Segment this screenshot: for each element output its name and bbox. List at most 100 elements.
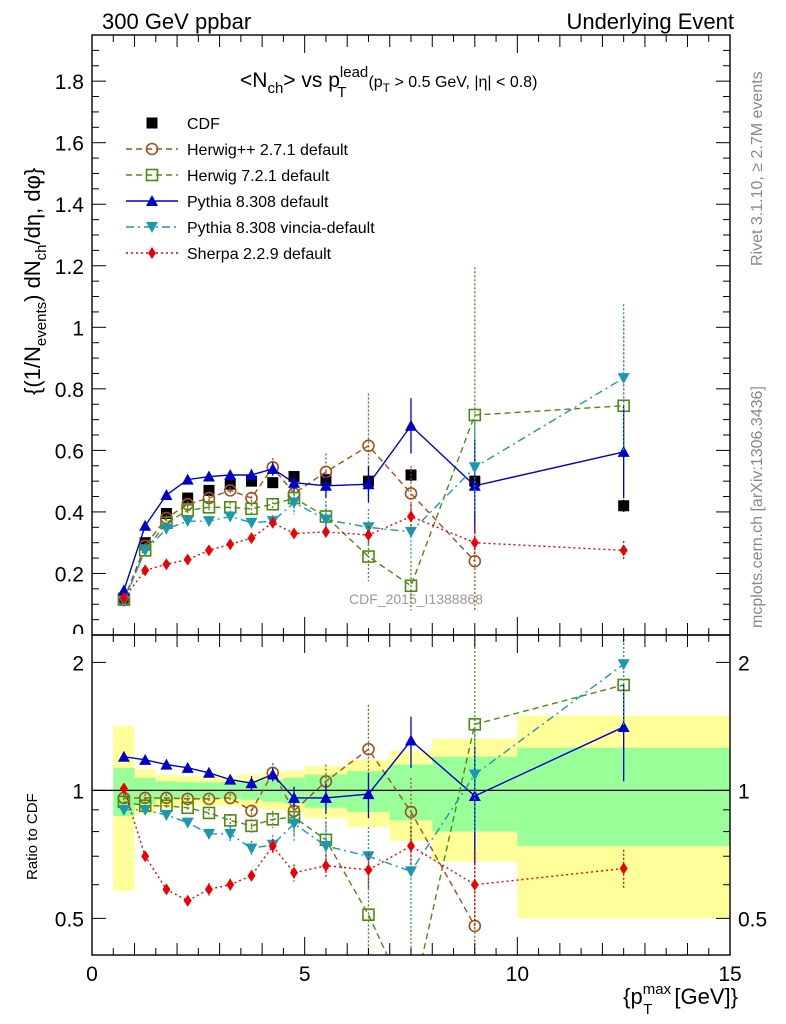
mcplots-info: mcplots.cern.ch [arXiv:1306.3436] bbox=[749, 386, 766, 628]
ratio-point bbox=[266, 768, 279, 780]
ratio-point bbox=[181, 761, 194, 773]
series-line bbox=[123, 424, 624, 591]
legend-label: Sherpa 2.2.9 default bbox=[187, 246, 332, 263]
ratio-point bbox=[288, 791, 301, 803]
data-point bbox=[202, 516, 215, 528]
data-point bbox=[245, 502, 258, 516]
series-sherpa-2-2-9-default bbox=[119, 504, 628, 605]
data-point bbox=[245, 469, 258, 480]
data-point bbox=[321, 525, 330, 538]
data-point bbox=[160, 507, 172, 519]
data-point bbox=[203, 484, 215, 496]
data-point bbox=[202, 491, 216, 505]
ratio-point bbox=[405, 734, 417, 746]
data-point bbox=[362, 550, 375, 563]
data-point bbox=[470, 536, 479, 549]
ratio-point bbox=[407, 839, 415, 852]
ratio-point bbox=[617, 659, 630, 671]
x-tick-label: 10 bbox=[506, 963, 529, 986]
data-point bbox=[247, 532, 256, 545]
data-point bbox=[139, 545, 152, 557]
ratio-series-line bbox=[123, 684, 624, 955]
ratio-point bbox=[202, 806, 216, 820]
x-axis-label: {pmax T [GeV]} bbox=[623, 981, 738, 1018]
data-point bbox=[468, 408, 482, 422]
data-point bbox=[619, 544, 628, 557]
series-herwig-7-2-1-default bbox=[117, 267, 630, 611]
plot-title: <Nch> vs plead T(pT > 0.5 GeV, |η| < 0.8) bbox=[240, 64, 537, 101]
data-point bbox=[266, 497, 280, 511]
legend: CDF Herwig++ 2.7.1 default Herwig 7.2.1 de… bbox=[126, 116, 375, 263]
legend-label: Herwig 7.2.1 default bbox=[187, 168, 330, 185]
ratio-point bbox=[202, 792, 216, 806]
ratio-point bbox=[183, 894, 192, 907]
legend-entry: CDF bbox=[146, 116, 220, 133]
data-point bbox=[405, 526, 417, 538]
ratio-point bbox=[617, 720, 630, 732]
axes-frames: 0.2 0.4 0.6 0.8 1 1.2 1.4 1.6 1.8 0 0 5 10 15 0.5 0.5 1 1… bbox=[55, 34, 767, 986]
series-line bbox=[123, 515, 624, 599]
y-tick-label: 0.6 bbox=[55, 440, 84, 463]
x-tick-label: 0 bbox=[86, 963, 98, 986]
legend-label: Pythia 8.308 default bbox=[187, 194, 329, 211]
legend-label: CDF bbox=[187, 116, 220, 133]
ratio-y-tick-label-right: 0.5 bbox=[738, 908, 767, 931]
data-point bbox=[404, 579, 418, 593]
legend-marker bbox=[148, 247, 156, 259]
ratio-point bbox=[266, 813, 280, 826]
legend-marker bbox=[146, 117, 158, 129]
ratio-series-line bbox=[123, 788, 624, 902]
ratio-point bbox=[319, 791, 332, 803]
legend-entry: Sherpa 2.2.9 default bbox=[126, 246, 332, 263]
data-point bbox=[288, 476, 301, 488]
ratio-point bbox=[362, 742, 375, 756]
legend-entry: Herwig++ 2.7.1 default bbox=[126, 142, 349, 159]
data-point bbox=[405, 419, 417, 431]
data-point bbox=[617, 445, 630, 457]
ratio-point bbox=[290, 866, 299, 879]
data-point bbox=[618, 500, 630, 512]
data-point bbox=[141, 564, 150, 577]
ratio-point bbox=[181, 817, 194, 829]
data-point bbox=[183, 553, 192, 566]
ratio-y-tick-label-right: 2 bbox=[738, 652, 750, 675]
data-point bbox=[362, 439, 375, 453]
data-point bbox=[266, 462, 279, 474]
y-tick-label: 1.6 bbox=[55, 133, 84, 156]
legend-marker bbox=[145, 168, 159, 182]
series-line bbox=[123, 444, 476, 600]
legend-marker bbox=[146, 222, 158, 233]
legend-label: Pythia 8.308 vincia-default bbox=[187, 220, 375, 237]
ratio-point bbox=[247, 869, 256, 882]
y-tick-label: 1 bbox=[72, 317, 84, 340]
y-tick-label: 0.4 bbox=[55, 502, 85, 525]
ratio-point bbox=[268, 839, 277, 852]
y-tick-label: 0.8 bbox=[55, 379, 84, 402]
ratio-point bbox=[364, 863, 373, 876]
x-tick-label: 15 bbox=[718, 963, 741, 986]
data-point bbox=[204, 544, 213, 557]
ratio-point bbox=[226, 878, 235, 891]
ratio-point bbox=[245, 843, 258, 855]
ratio-point bbox=[405, 866, 417, 878]
ratio-y-tick-label-right: 1 bbox=[738, 780, 750, 803]
ratio-series-line bbox=[123, 663, 625, 873]
ratio-point bbox=[117, 804, 130, 816]
data-point bbox=[617, 373, 630, 385]
header-left: 300 GeV ppbar bbox=[102, 9, 251, 34]
analysis-watermark: CDF_2015_I1388868 bbox=[349, 591, 483, 607]
ratio-point bbox=[224, 828, 237, 840]
legend-entry: Herwig 7.2.1 default bbox=[126, 168, 330, 185]
data-point bbox=[404, 487, 418, 500]
rivet-info: Rivet 3.1.10, ≥ 2.7M events bbox=[749, 71, 766, 266]
data-point bbox=[407, 510, 415, 523]
ratio-point bbox=[245, 804, 258, 818]
series-line bbox=[123, 377, 625, 602]
y-tick-label: 1.2 bbox=[55, 256, 84, 279]
y-tick-label-zero: 0 bbox=[72, 621, 84, 644]
ratio-point bbox=[619, 862, 628, 875]
data-point bbox=[160, 523, 173, 535]
